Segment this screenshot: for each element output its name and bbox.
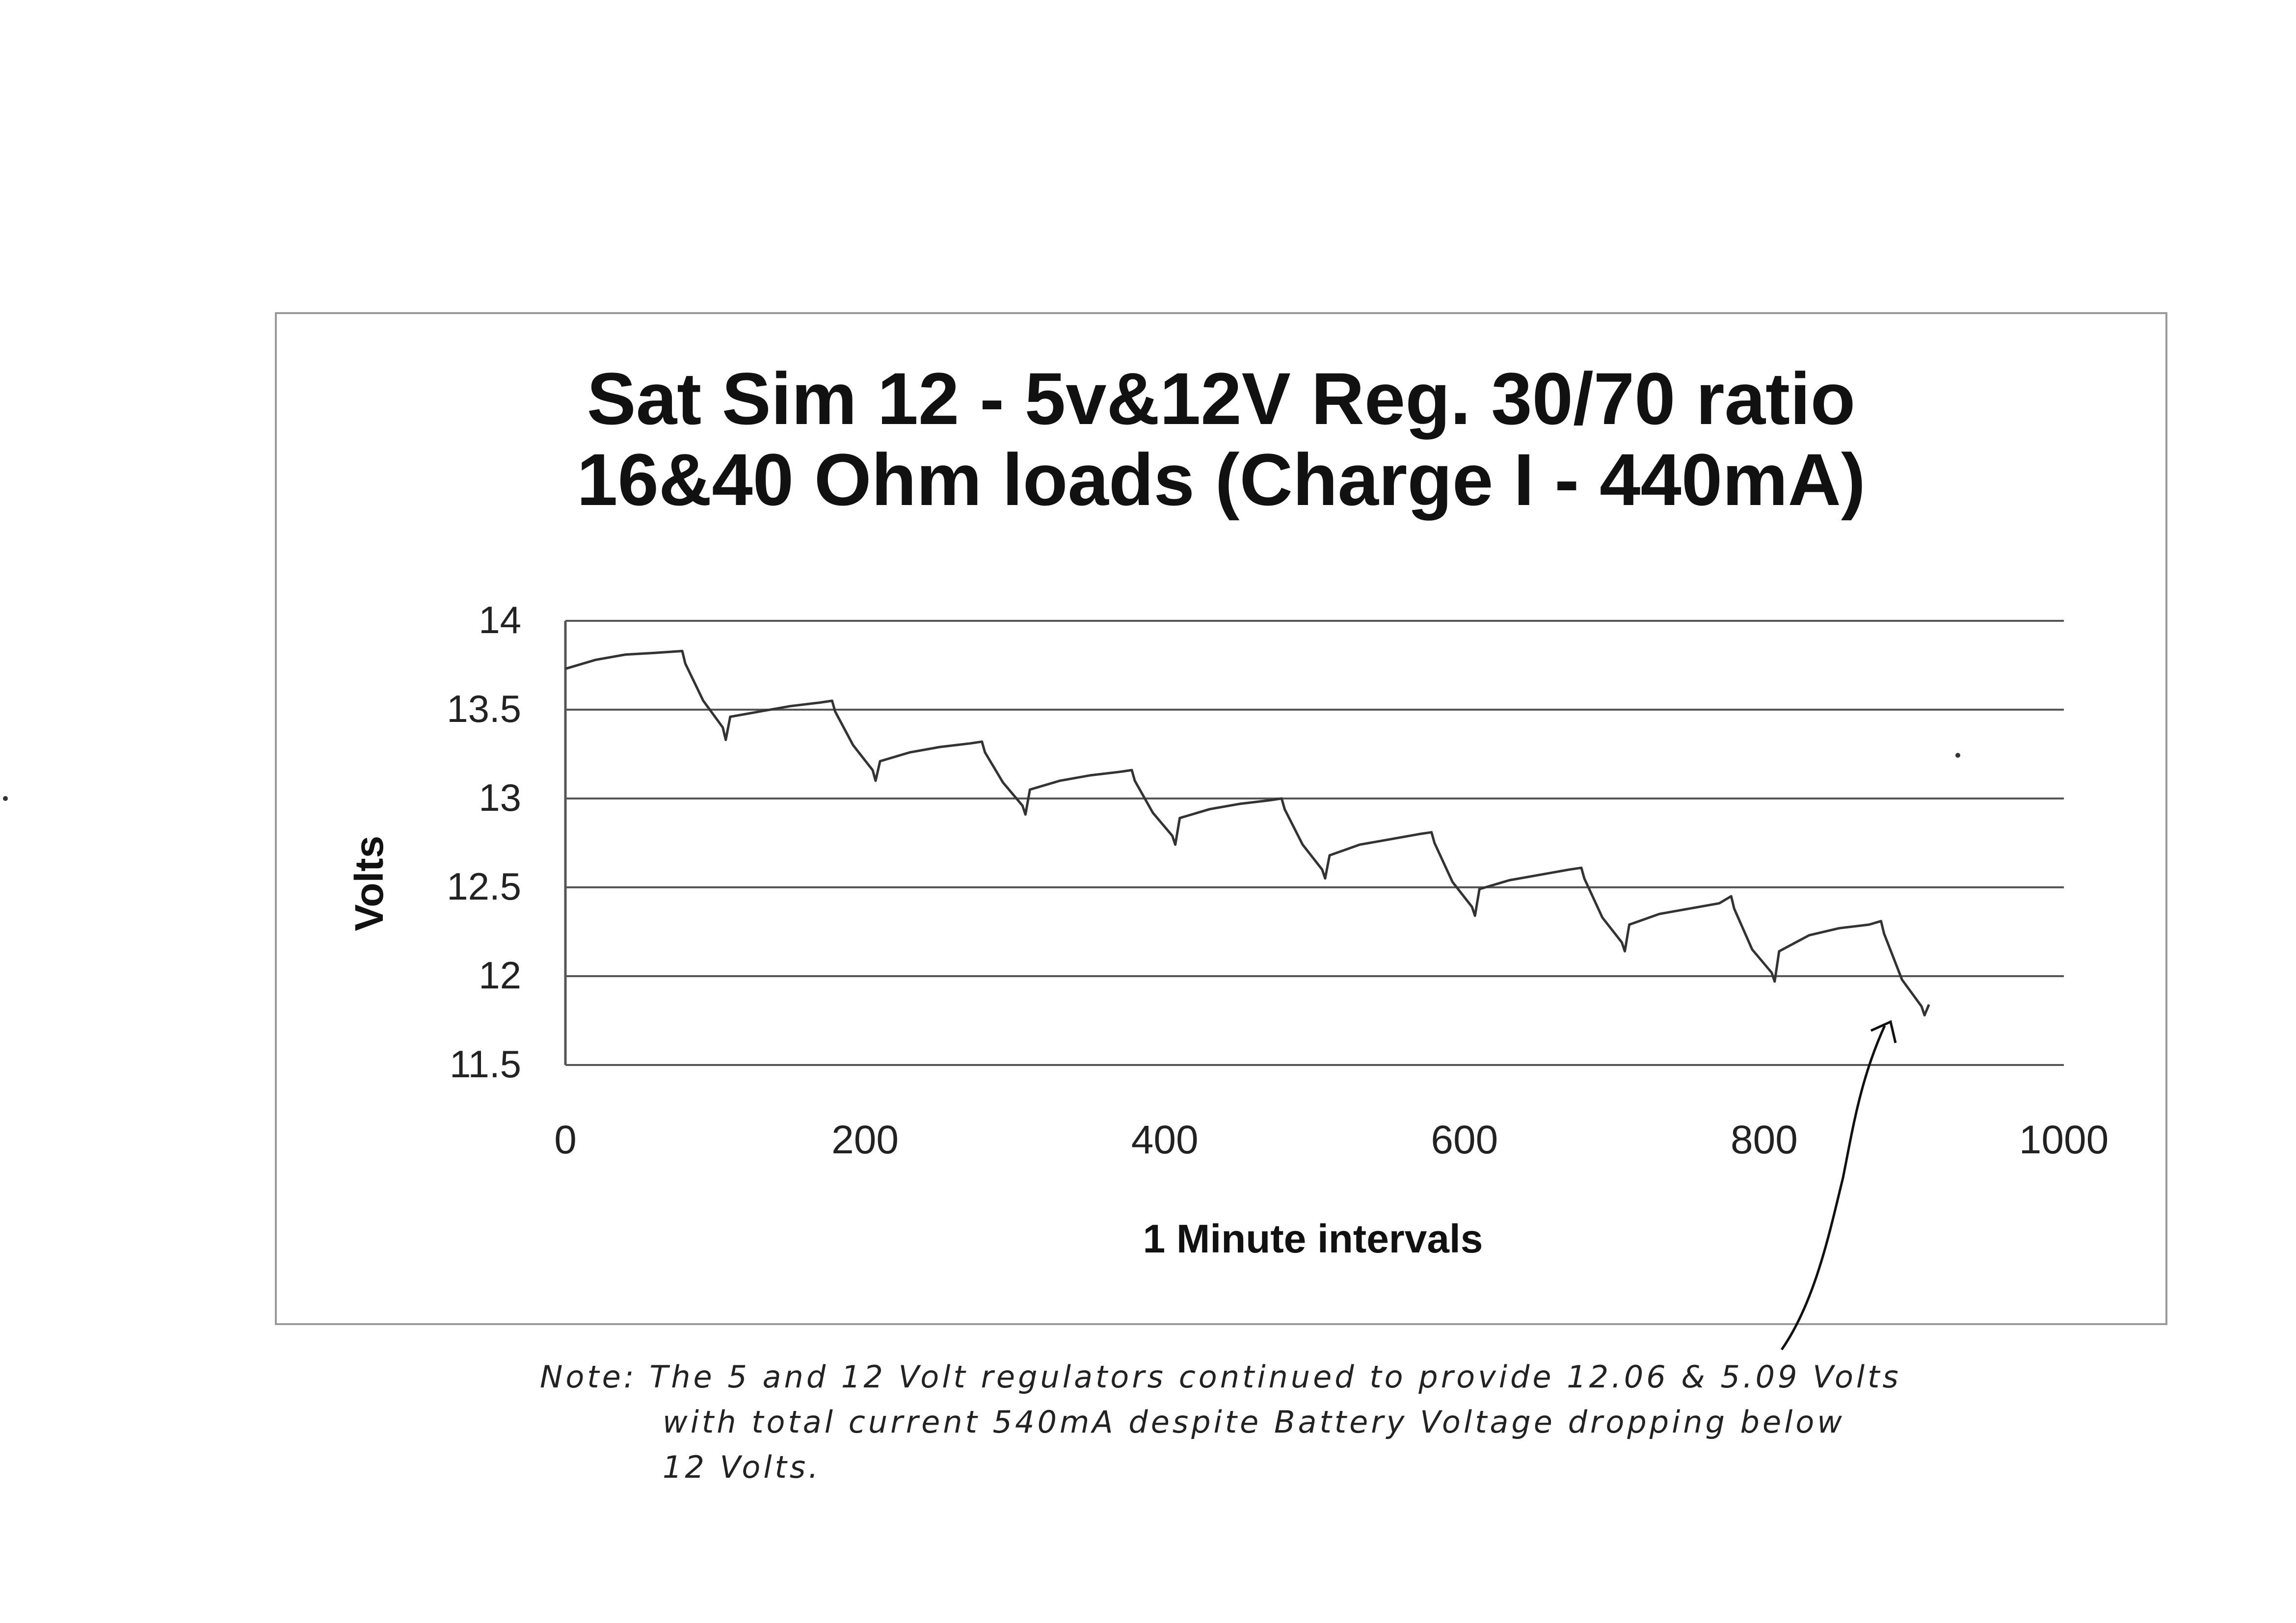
y-axis-label: Volts bbox=[347, 836, 392, 931]
annotation-arrow-head bbox=[1870, 1020, 1897, 1043]
series-layer bbox=[565, 650, 1930, 1017]
chart-frame bbox=[275, 312, 2167, 1325]
chart-title-line-2: 16&40 Ohm loads (Charge I - 440mA) bbox=[577, 438, 1866, 521]
x-tick-label: 1000 bbox=[2019, 1117, 2109, 1162]
note-line-1: Note: The 5 and 12 Volt regulators conti… bbox=[540, 1359, 1901, 1395]
x-tick-label: 600 bbox=[1431, 1117, 1498, 1162]
y-tick-label: 12 bbox=[479, 954, 521, 997]
scan-speck bbox=[1955, 753, 1960, 758]
x-axis-label: 1 Minute intervals bbox=[1143, 1217, 1483, 1261]
y-tick-label: 12.5 bbox=[447, 865, 521, 908]
x-tick-label: 200 bbox=[831, 1117, 899, 1162]
gridlines bbox=[565, 620, 2064, 1066]
x-tick-label: 0 bbox=[554, 1117, 577, 1162]
y-tick-label: 11.5 bbox=[450, 1042, 521, 1086]
note-line-3: 12 Volts. bbox=[663, 1449, 821, 1485]
y-tick-label: 14 bbox=[479, 598, 521, 641]
tick-labels: 14 13.5 13 12.5 12 11.5 0 200 400 600 800 1000 bbox=[447, 598, 2109, 1162]
handwritten-note: Note: The 5 and 12 Volt regulators conti… bbox=[540, 1355, 2135, 1490]
series-line-0 bbox=[565, 650, 1930, 1017]
y-tick-label: 13.5 bbox=[447, 687, 521, 730]
annotation-arrow bbox=[1780, 1020, 1897, 1351]
annotation-arrow-line bbox=[1780, 1025, 1886, 1351]
scan-speck bbox=[3, 796, 8, 801]
note-line-2: with total current 540mA despite Battery… bbox=[663, 1404, 1845, 1440]
chart-title: Sat Sim 12 - 5v&12V Reg. 30/70 ratio 16&… bbox=[275, 358, 2167, 520]
chart-title-line-1: Sat Sim 12 - 5v&12V Reg. 30/70 ratio bbox=[587, 357, 1856, 440]
x-tick-label: 400 bbox=[1131, 1117, 1199, 1162]
x-tick-label: 800 bbox=[1731, 1117, 1798, 1162]
y-tick-label: 13 bbox=[479, 776, 521, 819]
